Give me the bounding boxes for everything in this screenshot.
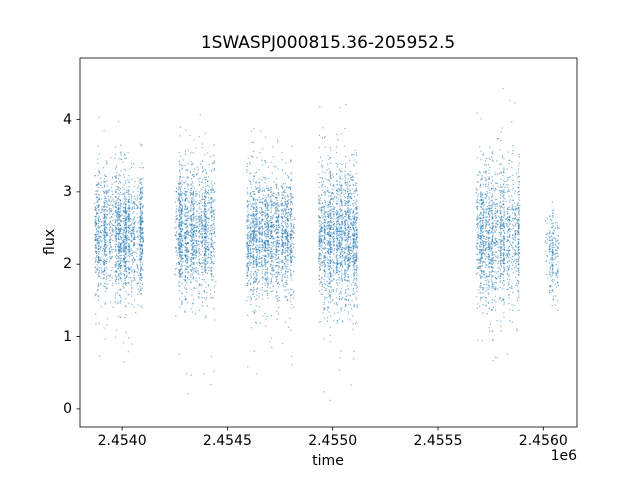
- x-tick-label: 2.4540: [97, 433, 147, 449]
- y-tick-label: 0: [63, 400, 72, 417]
- chart-title: 1SWASPJ000815.36-205952.5: [200, 33, 456, 53]
- y-tick-label: 1: [63, 328, 72, 345]
- x-axis-label: time: [312, 453, 344, 469]
- y-tick-label: 3: [63, 183, 72, 200]
- y-tick-label: 2: [63, 256, 72, 273]
- y-axis-label: flux: [42, 229, 58, 255]
- x-tick-label: 2.4545: [202, 433, 252, 449]
- x-tick-label: 2.4550: [308, 433, 358, 449]
- x-tick-label: 2.4560: [518, 433, 568, 449]
- x-tick-label: 2.4555: [413, 433, 463, 449]
- x-axis-offset-label: 1e6: [550, 448, 577, 464]
- y-tick-label: 4: [63, 111, 72, 128]
